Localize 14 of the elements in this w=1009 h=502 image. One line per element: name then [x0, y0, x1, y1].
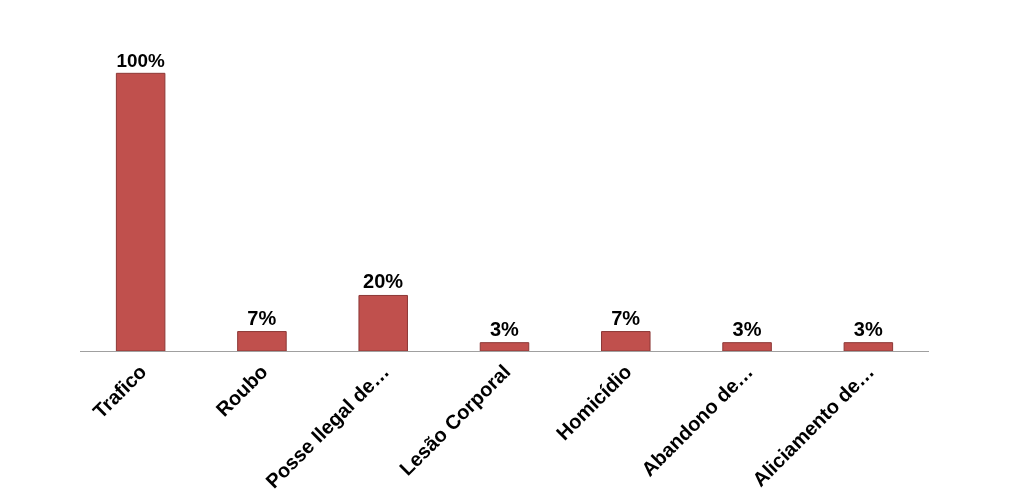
- bar: [843, 342, 894, 351]
- data-label: 20%: [363, 270, 404, 293]
- data-label: 3%: [732, 317, 762, 340]
- bar: [358, 294, 408, 351]
- bar: [479, 342, 530, 351]
- data-label: 7%: [611, 306, 641, 329]
- data-label: 3%: [489, 317, 520, 340]
- bar: [722, 342, 772, 351]
- data-label: 100%: [116, 49, 165, 71]
- bar: [601, 331, 651, 351]
- data-label: 7%: [247, 306, 277, 329]
- bar: [237, 331, 287, 351]
- data-label: 3%: [853, 317, 883, 340]
- bar: [115, 72, 166, 351]
